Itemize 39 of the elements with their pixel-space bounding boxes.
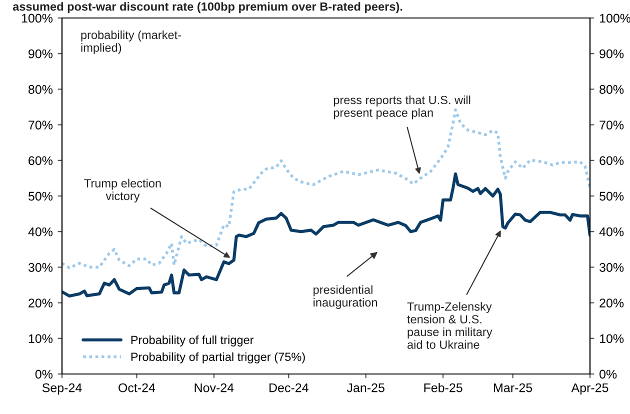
y-tick-label: 10% <box>28 334 53 344</box>
y-tick-label: 80% <box>28 85 53 94</box>
legend-label: Probability of full trigger <box>131 335 254 346</box>
y-tick-label: 70% <box>28 120 53 130</box>
y-tick-label: 30% <box>28 263 53 272</box>
annotation: press reports that U.S. will present peace plan <box>334 96 470 120</box>
y-tick-label: 90% <box>28 49 53 58</box>
y-tick-label: 100% <box>22 14 53 23</box>
annotation: Trump election victory <box>84 178 161 202</box>
y2-tick-label: 60% <box>600 156 624 166</box>
y2-tick-label: 90% <box>600 49 624 58</box>
x-tick-label: Jan-25 <box>346 383 384 392</box>
y2-tick-label: 40% <box>599 227 624 236</box>
y2-tick-label: 20% <box>600 298 624 308</box>
y-tick-label: 20% <box>28 298 53 308</box>
y2-tick-label: 50% <box>600 192 624 201</box>
x-tick-label: Oct-24 <box>118 383 156 392</box>
x-tick-label: Sep-24 <box>42 383 82 395</box>
y2-tick-label: 30% <box>600 263 624 272</box>
y-tick-label: 50% <box>28 192 53 201</box>
line-series <box>62 172 590 298</box>
annotation: presidential inauguration <box>314 285 378 309</box>
annotation: Trump-Zelensky tension & U.S. pause in military aid to Ukraine <box>407 302 492 349</box>
line-series <box>62 108 590 270</box>
annotation: probability (market- implied) <box>81 30 181 54</box>
y-tick-label: 40% <box>28 227 53 236</box>
legend-label: Probability of partial trigger (75%) <box>131 352 305 364</box>
x-tick-label: Nov-24 <box>194 383 234 392</box>
y2-tick-label: 10% <box>600 334 624 344</box>
x-tick-label: Apr-25 <box>571 383 608 395</box>
y-tick-label: 0% <box>35 370 53 379</box>
x-tick-label: Feb-25 <box>424 383 462 392</box>
y2-tick-label: 70% <box>600 120 624 130</box>
y2-tick-label: 0% <box>600 370 617 379</box>
y2-tick-label: 80% <box>600 85 624 94</box>
chart-title: assumed post-war discount rate (100bp premium over B-rated peers). <box>12 2 402 14</box>
x-tick-label: Dec-24 <box>270 383 308 392</box>
y-tick-label: 60% <box>28 156 53 166</box>
x-tick-label: Mar-25 <box>494 383 532 392</box>
